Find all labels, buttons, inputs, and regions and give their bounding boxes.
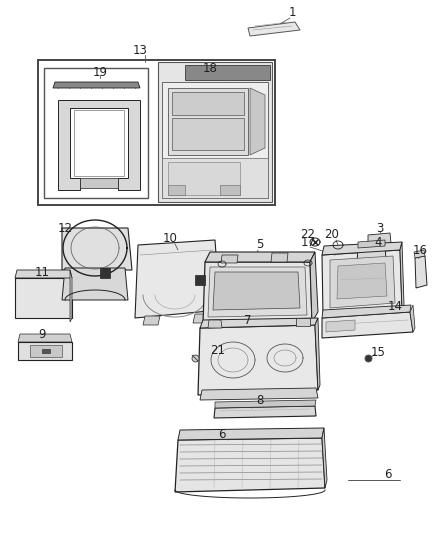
Text: 7: 7 — [244, 313, 252, 327]
Polygon shape — [178, 428, 324, 440]
Polygon shape — [203, 262, 312, 324]
Polygon shape — [310, 252, 318, 322]
Polygon shape — [158, 62, 272, 202]
Text: 5: 5 — [256, 238, 264, 252]
Text: 14: 14 — [388, 300, 403, 312]
Polygon shape — [322, 312, 413, 338]
Polygon shape — [193, 314, 210, 323]
Text: 1: 1 — [288, 5, 296, 19]
Polygon shape — [322, 305, 411, 318]
Polygon shape — [322, 250, 402, 316]
Text: 18: 18 — [202, 61, 217, 75]
Polygon shape — [337, 263, 387, 299]
Polygon shape — [214, 406, 316, 418]
Polygon shape — [18, 342, 72, 360]
Polygon shape — [220, 185, 240, 195]
Polygon shape — [410, 305, 415, 332]
Polygon shape — [162, 82, 268, 198]
Text: 6: 6 — [218, 427, 226, 440]
Text: 20: 20 — [325, 229, 339, 241]
Text: 22: 22 — [300, 229, 315, 241]
Polygon shape — [62, 228, 132, 270]
Polygon shape — [62, 268, 128, 300]
Polygon shape — [330, 256, 395, 308]
Text: 10: 10 — [162, 231, 177, 245]
Text: 3: 3 — [376, 222, 384, 235]
Polygon shape — [358, 240, 385, 248]
Text: 13: 13 — [133, 44, 148, 56]
Polygon shape — [315, 318, 320, 390]
Polygon shape — [162, 158, 268, 198]
Polygon shape — [38, 60, 275, 205]
Polygon shape — [172, 92, 244, 115]
Polygon shape — [322, 428, 327, 488]
Polygon shape — [357, 246, 386, 262]
Polygon shape — [15, 278, 72, 318]
Polygon shape — [368, 233, 391, 245]
Text: 8: 8 — [256, 393, 264, 407]
Polygon shape — [414, 250, 425, 258]
Polygon shape — [100, 268, 110, 278]
Polygon shape — [200, 388, 318, 400]
Polygon shape — [215, 400, 316, 408]
Polygon shape — [322, 242, 402, 255]
Polygon shape — [250, 88, 265, 155]
Polygon shape — [172, 118, 244, 150]
Text: 12: 12 — [57, 222, 73, 235]
Polygon shape — [175, 438, 325, 492]
Text: 17: 17 — [300, 237, 315, 249]
Polygon shape — [185, 65, 270, 80]
Polygon shape — [18, 334, 72, 342]
Polygon shape — [80, 178, 118, 188]
Polygon shape — [400, 242, 404, 310]
Polygon shape — [198, 325, 318, 395]
Polygon shape — [15, 270, 72, 278]
Polygon shape — [58, 100, 140, 190]
Polygon shape — [195, 275, 205, 285]
Polygon shape — [44, 68, 148, 198]
Polygon shape — [135, 240, 220, 318]
Polygon shape — [248, 22, 300, 36]
Polygon shape — [200, 318, 318, 328]
Polygon shape — [213, 272, 300, 310]
Polygon shape — [30, 345, 62, 357]
Polygon shape — [415, 256, 427, 288]
Polygon shape — [326, 320, 355, 332]
Polygon shape — [208, 320, 222, 328]
Polygon shape — [168, 88, 248, 155]
Text: 6: 6 — [384, 467, 392, 481]
Text: 15: 15 — [371, 345, 385, 359]
Text: 11: 11 — [35, 265, 49, 279]
Text: 9: 9 — [38, 328, 46, 342]
Text: 21: 21 — [211, 343, 226, 357]
Polygon shape — [53, 82, 140, 88]
Polygon shape — [168, 162, 240, 195]
Text: 19: 19 — [92, 66, 107, 78]
Text: 4: 4 — [374, 236, 382, 248]
Text: 16: 16 — [413, 244, 427, 256]
Polygon shape — [221, 255, 238, 263]
Polygon shape — [168, 185, 185, 195]
Polygon shape — [296, 318, 310, 326]
Polygon shape — [74, 110, 124, 176]
Polygon shape — [208, 267, 307, 317]
Polygon shape — [271, 253, 288, 262]
Polygon shape — [143, 316, 160, 325]
Polygon shape — [42, 349, 50, 353]
Polygon shape — [205, 252, 315, 262]
Polygon shape — [70, 270, 72, 322]
